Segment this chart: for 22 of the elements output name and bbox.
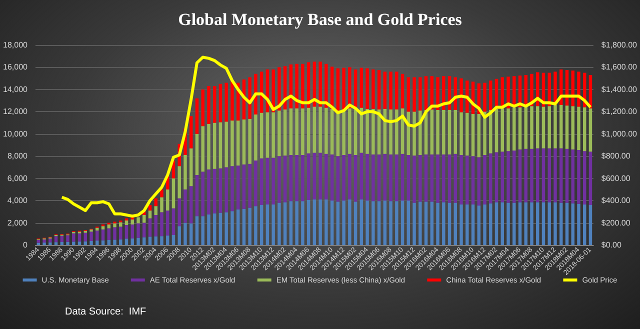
y2-tick-label: $0.00 [601, 240, 622, 250]
y2-tick-label: $800.00 [601, 152, 631, 161]
y2-tick-label: $1,600.00 [601, 62, 638, 72]
y-tick-label: 12,000 [3, 107, 28, 116]
y-tick-label: 6,000 [7, 174, 28, 183]
y2-tick-label: $1,000.00 [601, 129, 638, 138]
y-tick-label: 14,000 [3, 84, 28, 94]
y2-tick-label: $1,400.00 [601, 84, 638, 94]
y2-tick-label: $400.00 [601, 196, 631, 206]
y2-tick-label: $600.00 [601, 174, 631, 183]
y2-tick-label: $200.00 [601, 218, 631, 228]
source-note: Data Source: IMF [65, 306, 146, 318]
y-tick-label: 16,000 [3, 62, 28, 72]
y-tick-label: 4,000 [7, 196, 28, 206]
y2-tick-label: $1,200.00 [601, 107, 638, 116]
y-tick-label: 8,000 [7, 152, 28, 161]
chart-title: Global Monetary Base and Gold Prices [178, 10, 462, 29]
y-tick-label: 10,000 [3, 129, 28, 138]
y-tick-label: 0 [23, 240, 28, 250]
y2-tick-label: $1,800.00 [601, 40, 638, 50]
y-tick-label: 18,000 [3, 40, 28, 50]
y-tick-label: 2,000 [7, 218, 28, 228]
